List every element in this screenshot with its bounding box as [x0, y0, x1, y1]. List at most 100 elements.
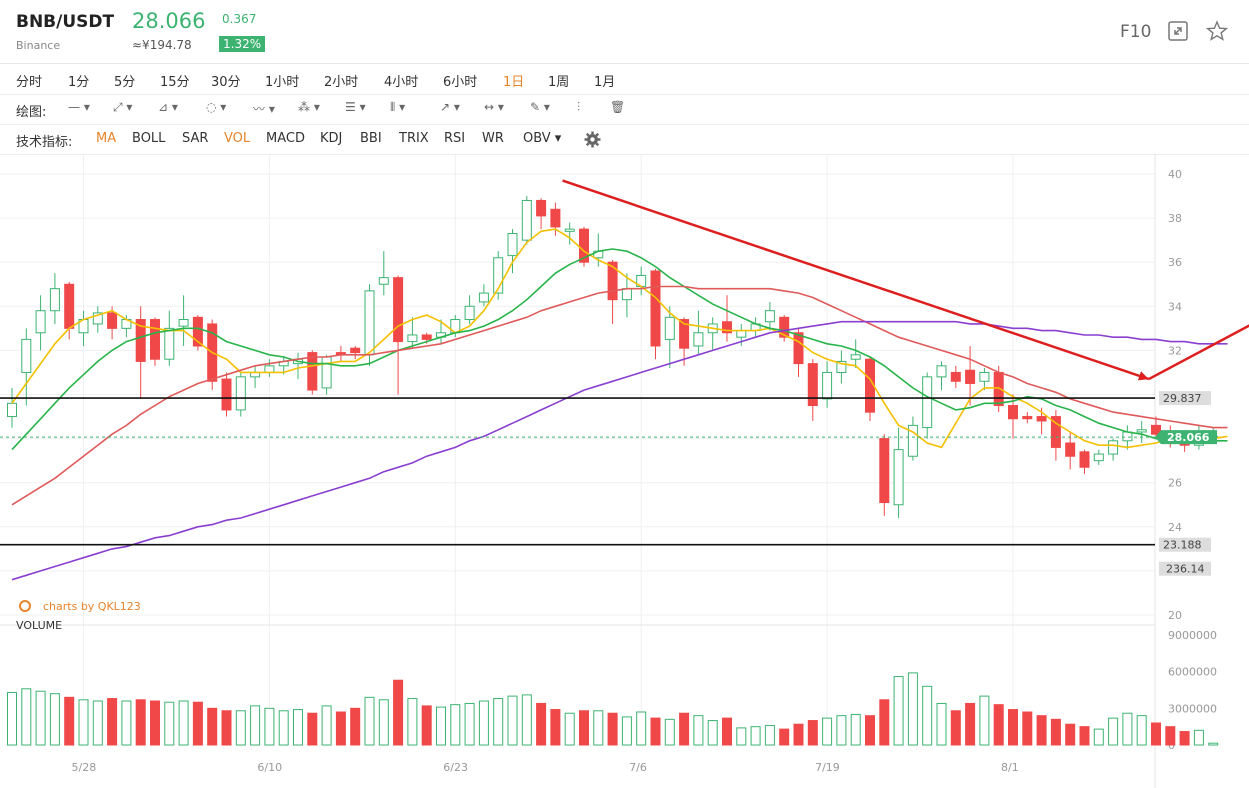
candle-body[interactable]	[1093, 453, 1104, 462]
candle-body[interactable]	[235, 376, 246, 411]
candle-body[interactable]	[893, 449, 904, 506]
candle-body[interactable]	[21, 338, 32, 373]
candle-body[interactable]	[464, 305, 475, 321]
candle-body[interactable]	[7, 402, 17, 418]
candle-body[interactable]	[764, 310, 775, 323]
indicator-macd[interactable]: MACD	[266, 131, 305, 146]
candle-body[interactable]	[264, 365, 275, 373]
candle-body[interactable]	[350, 347, 361, 354]
candle-body[interactable]	[107, 312, 118, 329]
candle-tool[interactable]: ⫶	[577, 100, 581, 114]
candlestick-chart[interactable]: 403836343226242003000000600000090000005/…	[0, 155, 1249, 788]
candle-body[interactable]	[178, 319, 189, 327]
candle-body[interactable]	[822, 371, 833, 400]
candle-body[interactable]	[693, 332, 704, 347]
pattern-tool[interactable]: ⁂ ▾	[298, 100, 320, 114]
candle-body[interactable]	[736, 330, 747, 338]
candle-body[interactable]	[1136, 429, 1147, 433]
trash-icon[interactable]: 🗑	[610, 100, 626, 114]
candle-body[interactable]	[722, 321, 732, 334]
candle-body[interactable]	[807, 363, 818, 407]
candle-body[interactable]	[1050, 416, 1061, 448]
candle-body[interactable]	[1022, 416, 1033, 420]
candle-body[interactable]	[493, 257, 504, 294]
candle-body[interactable]	[1108, 440, 1119, 455]
candle-body[interactable]	[521, 199, 532, 241]
indicator-vol[interactable]: VOL	[224, 131, 251, 146]
candle-body[interactable]	[836, 360, 847, 373]
indicator-trix[interactable]: TRIX	[399, 131, 429, 146]
candle-body[interactable]	[164, 327, 175, 360]
timeframe-tab-4[interactable]: 30分	[211, 75, 241, 90]
timeframe-tab-3[interactable]: 15分	[160, 75, 190, 90]
circle-tool[interactable]: ◌ ▾	[206, 100, 227, 114]
candle-body[interactable]	[550, 208, 561, 228]
line-tool[interactable]: — ▾	[68, 100, 90, 114]
indicator-ma[interactable]: MA	[96, 131, 117, 146]
candle-body[interactable]	[650, 270, 661, 347]
candle-body[interactable]	[321, 356, 332, 389]
candle-body[interactable]	[393, 277, 404, 343]
indicator-wr[interactable]: WR	[482, 131, 504, 146]
timeframe-tab-8[interactable]: 6小时	[443, 75, 478, 90]
candle-body[interactable]	[135, 319, 146, 362]
candle-body[interactable]	[64, 283, 75, 329]
fullscreen-icon[interactable]	[1167, 20, 1189, 42]
candle-body[interactable]	[779, 316, 790, 338]
ray-tool[interactable]: ⤢ ▾	[113, 100, 133, 114]
timeframe-tab-2[interactable]: 5分	[114, 75, 136, 90]
candle-body[interactable]	[92, 312, 103, 325]
candle-body[interactable]	[979, 371, 990, 382]
channel-tool[interactable]: ⊿ ▾	[158, 100, 178, 114]
indicator-bbi[interactable]: BBI	[360, 131, 382, 146]
measure-tool[interactable]: ↔ ▾	[484, 100, 504, 114]
candle-body[interactable]	[879, 438, 890, 504]
candle-body[interactable]	[1065, 442, 1076, 457]
candle-body[interactable]	[307, 352, 318, 391]
candle-body[interactable]	[664, 316, 675, 340]
candle-body[interactable]	[1036, 416, 1047, 422]
candle-body[interactable]	[364, 290, 375, 356]
timeframe-tab-7[interactable]: 4小时	[384, 75, 419, 90]
candle-body[interactable]	[536, 199, 547, 217]
candle-body[interactable]	[850, 354, 861, 360]
wave-tool[interactable]: 〰 ▾	[253, 102, 275, 116]
timeframe-tab-5[interactable]: 1小时	[265, 75, 300, 90]
candle-body[interactable]	[150, 319, 160, 360]
candle-body[interactable]	[421, 334, 432, 340]
candle-body[interactable]	[679, 319, 690, 349]
timeframe-tab-6[interactable]: 2小时	[324, 75, 359, 90]
candle-body[interactable]	[621, 288, 632, 301]
candle-body[interactable]	[49, 288, 60, 312]
candle-body[interactable]	[950, 371, 961, 382]
candle-body[interactable]	[1008, 405, 1018, 420]
timeframe-tab-11[interactable]: 1月	[594, 75, 616, 90]
candle-body[interactable]	[35, 310, 46, 334]
candle-body[interactable]	[793, 332, 804, 365]
indicator-kdj[interactable]: KDJ	[320, 131, 343, 146]
gann-tool[interactable]: ⦀ ▾	[390, 100, 406, 114]
star-icon[interactable]	[1206, 20, 1228, 42]
candle-body[interactable]	[221, 378, 232, 411]
candle-body[interactable]	[936, 365, 947, 378]
fib-tool[interactable]: ☰ ▾	[345, 100, 366, 114]
candle-body[interactable]	[1122, 431, 1133, 442]
candle-body[interactable]	[907, 424, 918, 457]
candle-body[interactable]	[507, 233, 518, 257]
candle-body[interactable]	[607, 261, 618, 301]
settings-gear-icon[interactable]	[584, 131, 601, 148]
candle-body[interactable]	[407, 334, 418, 343]
candle-body[interactable]	[1079, 451, 1090, 468]
candle-body[interactable]	[922, 376, 933, 429]
timeframe-tab-0[interactable]: 分时	[16, 75, 43, 90]
arrow-tool[interactable]: ↗ ▾	[440, 100, 460, 114]
candle-body[interactable]	[965, 369, 976, 384]
timeframe-tab-10[interactable]: 1周	[548, 75, 570, 90]
candle-body[interactable]	[378, 277, 389, 285]
f10-button[interactable]: F10	[1120, 22, 1152, 42]
candle-body[interactable]	[478, 292, 489, 303]
candle-body[interactable]	[1151, 424, 1161, 435]
indicator-sar[interactable]: SAR	[182, 131, 209, 146]
candle-body[interactable]	[579, 228, 589, 263]
indicator-obv[interactable]: OBV ▾	[523, 131, 562, 146]
